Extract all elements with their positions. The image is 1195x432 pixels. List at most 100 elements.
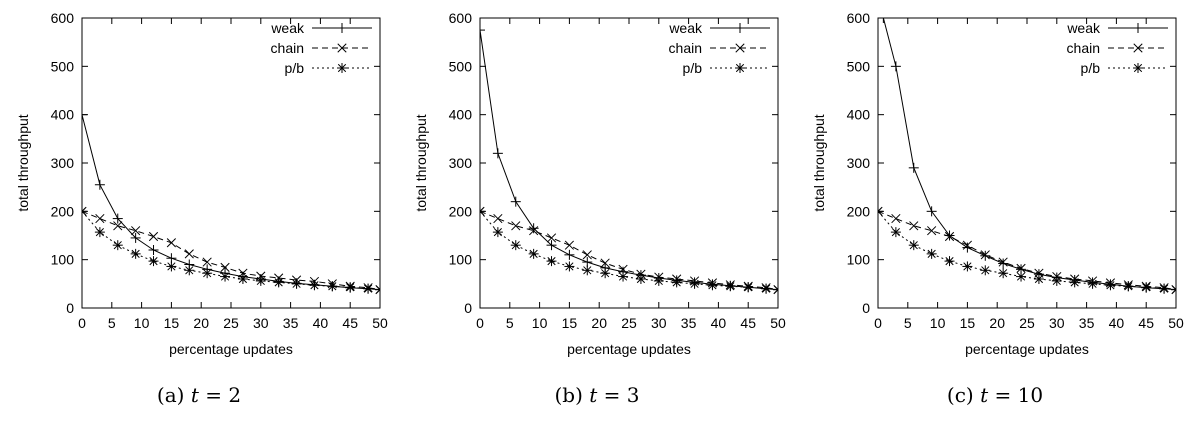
data-point	[564, 261, 575, 272]
data-point	[564, 249, 575, 260]
legend-marker	[1133, 43, 1143, 53]
series-line-chain	[480, 210, 778, 291]
y-tick-label: 400	[847, 107, 871, 123]
data-point	[1033, 274, 1044, 284]
x-tick-label: 45	[740, 315, 756, 331]
data-point	[130, 232, 141, 243]
data-point	[95, 213, 105, 224]
y-tick-label: 0	[464, 300, 472, 316]
x-axis-label: percentage updates	[567, 341, 691, 357]
x-tick-label: 0	[78, 315, 86, 331]
x-tick-label: 5	[506, 315, 514, 331]
caption-eq: = 2	[205, 383, 242, 407]
data-point	[327, 281, 338, 292]
caption-eq: = 10	[994, 383, 1044, 407]
data-point	[890, 61, 901, 72]
x-tick-label: 45	[342, 315, 358, 331]
data-point	[962, 242, 973, 253]
data-point	[998, 258, 1009, 269]
chart-caption: (a) t = 2	[0, 383, 398, 407]
data-point	[131, 226, 141, 236]
legend-marker	[337, 43, 347, 53]
data-point	[944, 231, 955, 242]
x-tick-label: 35	[283, 315, 299, 331]
x-tick-label: 50	[1168, 315, 1184, 331]
data-point	[926, 206, 937, 217]
legend-marker	[735, 43, 745, 53]
x-tick-label: 25	[223, 315, 239, 331]
series-line-chain	[878, 210, 1176, 291]
y-tick-label: 200	[449, 203, 473, 219]
data-point	[1123, 281, 1134, 292]
data-point	[908, 240, 919, 251]
data-point	[166, 261, 177, 272]
y-tick-label: 500	[51, 58, 75, 74]
data-point	[511, 221, 521, 231]
x-axis-label: percentage updates	[965, 341, 1089, 357]
data-point	[1087, 278, 1098, 289]
data-point	[998, 257, 1008, 267]
data-point	[878, 18, 889, 23]
y-tick-label: 100	[449, 252, 473, 268]
x-tick-label: 15	[960, 315, 976, 331]
data-point	[112, 240, 123, 251]
x-tick-label: 50	[770, 315, 786, 331]
chart-panel-a: 0 5 10 15 20 25 30 35 40 45 50 0 100 200 300 400 500 600 p…	[0, 0, 398, 432]
data-point	[492, 227, 503, 238]
data-point	[600, 268, 611, 279]
chart-caption: (b) t = 3	[398, 383, 796, 407]
data-point	[528, 248, 539, 259]
data-point	[878, 206, 883, 217]
data-point	[184, 249, 194, 259]
data-point	[600, 258, 610, 268]
series-line-pb	[82, 210, 380, 291]
y-tick-label: 100	[51, 252, 75, 268]
x-tick-label: 30	[1049, 315, 1065, 331]
caption-eq: = 3	[603, 383, 640, 407]
data-point	[82, 206, 87, 217]
legend-label: p/b	[285, 60, 305, 76]
x-tick-label: 5	[108, 315, 116, 331]
x-tick-label: 35	[681, 315, 697, 331]
data-point	[309, 280, 320, 291]
data-point	[291, 278, 302, 289]
chart-svg: 0 5 10 15 20 25 30 35 40 45 500100200300400500600p…	[811, 10, 1184, 357]
data-point	[998, 268, 1009, 279]
data-point	[546, 233, 557, 243]
x-tick-label: 40	[711, 315, 727, 331]
data-point	[363, 283, 374, 294]
data-point	[546, 256, 557, 267]
x-tick-label: 25	[621, 315, 637, 331]
series-line-weak	[480, 30, 778, 291]
data-point	[510, 240, 521, 251]
data-point	[1171, 284, 1176, 295]
x-tick-label: 30	[253, 315, 269, 331]
data-point	[166, 238, 177, 248]
data-point	[725, 281, 736, 292]
caption-var: t	[190, 383, 199, 407]
data-point	[618, 271, 629, 282]
plot-frame	[479, 17, 779, 309]
data-point	[493, 213, 503, 224]
legend-label: p/b	[1081, 60, 1101, 76]
data-point	[220, 262, 230, 273]
data-point	[1159, 283, 1170, 294]
legend-marker	[735, 63, 745, 73]
data-point	[529, 226, 539, 236]
caption-prefix: (a)	[156, 383, 185, 407]
chart-panel-b: 0 5 10 15 20 25 30 35 40 45 50 0 100 200 300 400 500 600 p…	[398, 0, 796, 432]
legend-label: p/b	[683, 60, 703, 76]
data-point	[927, 226, 937, 236]
data-point	[891, 213, 901, 224]
data-point	[962, 240, 973, 250]
data-point	[980, 250, 991, 261]
data-point	[944, 256, 955, 267]
data-point	[237, 274, 248, 284]
legend-label: chain	[1067, 40, 1100, 56]
data-point	[980, 265, 991, 276]
caption-prefix: (b)	[554, 383, 583, 407]
y-tick-label: 100	[847, 252, 871, 268]
legend-marker	[1133, 63, 1143, 73]
x-tick-label: 15	[562, 315, 578, 331]
legend-marker	[735, 23, 745, 33]
